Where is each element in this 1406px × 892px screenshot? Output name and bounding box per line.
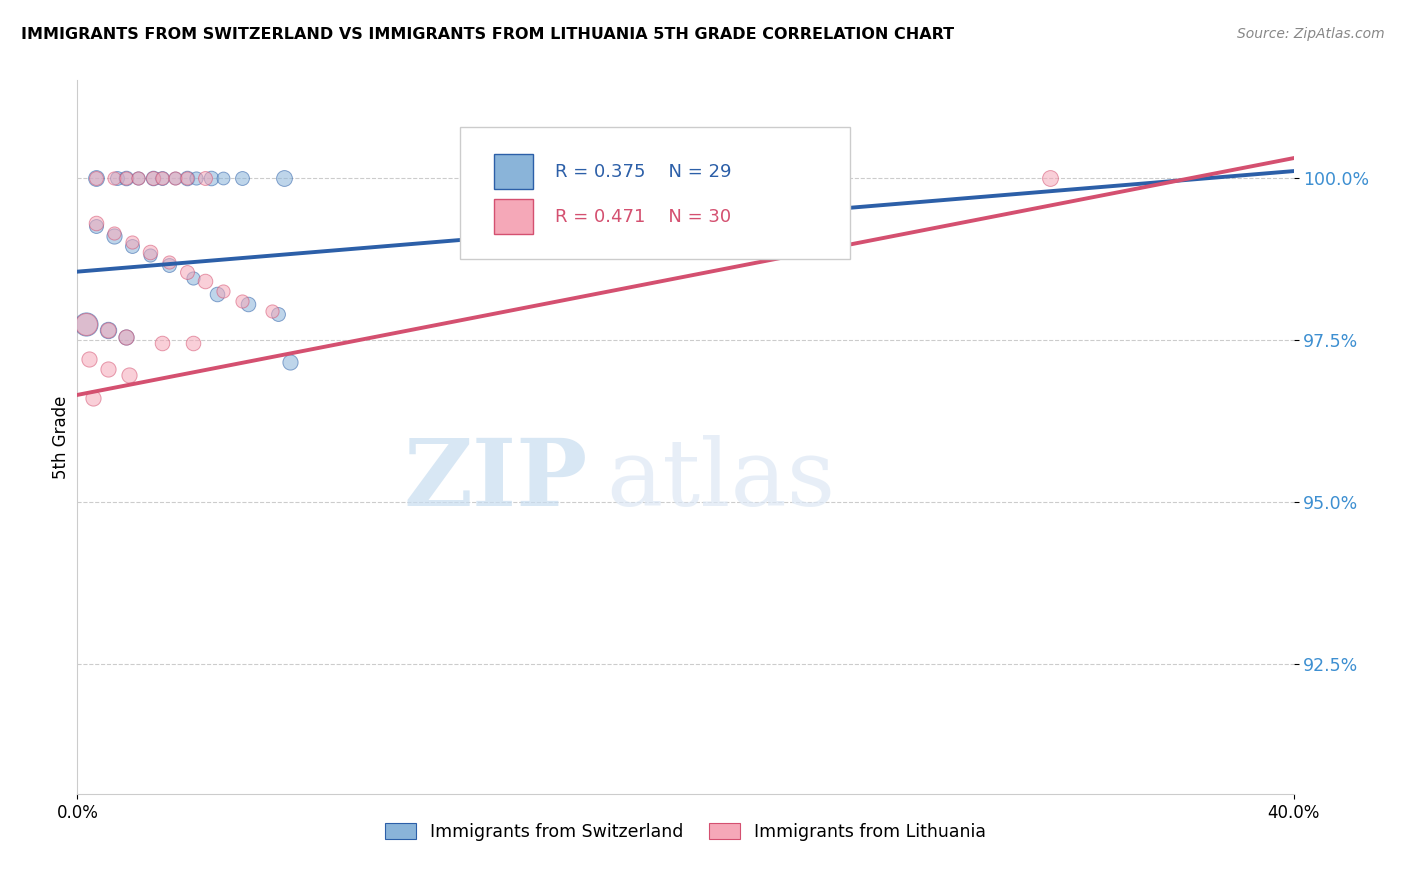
Point (84, 219, 107, 234)
Point (115, 170, 138, 185)
FancyBboxPatch shape (460, 127, 849, 259)
Point (84, 170, 107, 185)
Point (75, 317, 97, 331)
Point (97, 323, 120, 337)
Point (105, 170, 128, 185)
Point (613, 170, 636, 185)
Point (139, 248, 162, 262)
Point (613, 170, 636, 185)
Point (260, 303, 283, 318)
Point (184, 170, 207, 185)
Point (103, 170, 125, 185)
Text: R = 0.375    N = 29: R = 0.375 N = 29 (555, 162, 731, 180)
Point (118, 368, 141, 383)
Point (115, 170, 138, 185)
Point (181, 271, 204, 285)
Point (205, 287, 228, 301)
Point (1039, 170, 1062, 185)
Text: IMMIGRANTS FROM SWITZERLAND VS IMMIGRANTS FROM LITHUANIA 5TH GRADE CORRELATION C: IMMIGRANTS FROM SWITZERLAND VS IMMIGRANT… (21, 27, 955, 42)
Point (176, 170, 198, 185)
Point (121, 238, 143, 252)
Point (84, 216, 107, 230)
Point (194, 274, 217, 288)
Point (103, 226, 125, 240)
Point (142, 170, 165, 185)
Point (152, 170, 174, 185)
Point (121, 235, 143, 250)
Point (97, 362, 120, 376)
Point (194, 170, 217, 185)
Point (139, 245, 162, 260)
Point (278, 355, 301, 369)
Point (152, 336, 174, 351)
Text: ZIP: ZIP (404, 435, 588, 524)
FancyBboxPatch shape (495, 200, 533, 234)
Point (115, 329, 138, 343)
Point (163, 170, 186, 185)
Point (236, 297, 259, 311)
Point (212, 284, 235, 298)
Point (127, 170, 149, 185)
Point (97, 323, 120, 337)
Point (212, 170, 235, 185)
Point (176, 265, 198, 279)
Legend: Immigrants from Switzerland, Immigrants from Lithuania: Immigrants from Switzerland, Immigrants … (375, 814, 995, 849)
Point (231, 293, 253, 308)
Point (84, 170, 107, 185)
Point (181, 336, 204, 351)
Point (200, 170, 222, 185)
Point (75, 317, 97, 331)
Point (142, 170, 165, 185)
Point (231, 170, 253, 185)
Point (127, 170, 149, 185)
Point (152, 170, 174, 185)
Point (103, 229, 125, 244)
Point (176, 170, 198, 185)
Y-axis label: 5th Grade: 5th Grade (52, 395, 70, 479)
Point (157, 258, 180, 272)
Point (163, 170, 186, 185)
FancyBboxPatch shape (495, 154, 533, 189)
Point (115, 329, 138, 343)
Point (79, 352, 101, 367)
Point (157, 255, 180, 269)
Point (273, 170, 295, 185)
Text: Source: ZipAtlas.com: Source: ZipAtlas.com (1237, 27, 1385, 41)
Point (82, 391, 104, 405)
Text: atlas: atlas (606, 435, 835, 524)
Text: R = 0.471    N = 30: R = 0.471 N = 30 (555, 208, 731, 226)
Point (267, 307, 290, 321)
